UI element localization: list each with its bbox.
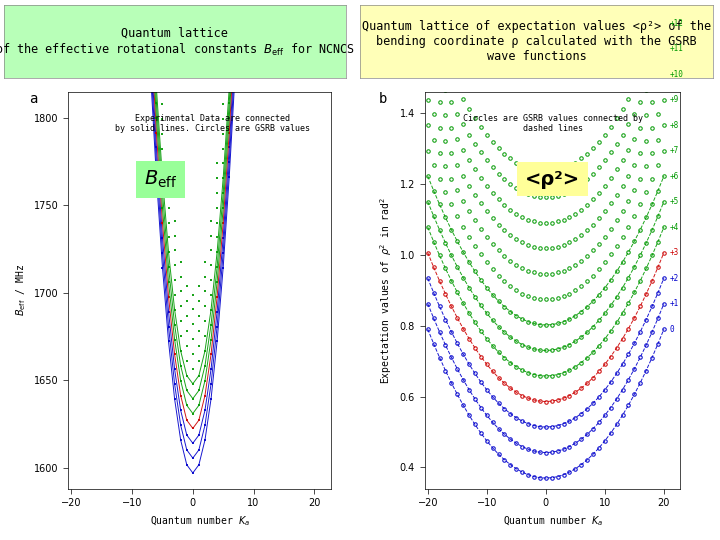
Text: b: b <box>379 92 387 106</box>
Text: Experimental Data are connected
by solid lines. Circles are GSRB values: Experimental Data are connected by solid… <box>115 113 310 133</box>
Text: $B_{\mathrm{eff}}$: $B_{\mathrm{eff}}$ <box>143 168 177 190</box>
Text: <ρ²>: <ρ²> <box>525 170 580 188</box>
Text: Quantum lattice
of the effective rotational constants $B_{\mathrm{eff}}$ for NCN: Quantum lattice of the effective rotatio… <box>0 26 354 58</box>
Text: +4: +4 <box>670 222 679 232</box>
Text: a: a <box>29 92 37 106</box>
Text: +12: +12 <box>670 18 684 28</box>
Y-axis label: Expectation values of $\rho^2$ in rad$^2$: Expectation values of $\rho^2$ in rad$^2… <box>378 197 394 384</box>
X-axis label: Quantum number $K_a$: Quantum number $K_a$ <box>150 514 250 528</box>
Text: Circles are GSRB values connected by
dashed lines: Circles are GSRB values connected by das… <box>462 113 642 133</box>
Text: +6: +6 <box>670 172 679 181</box>
Text: +9: +9 <box>670 95 679 104</box>
Y-axis label: $B_{\mathrm{eff}}$ / MHz: $B_{\mathrm{eff}}$ / MHz <box>14 264 28 316</box>
Text: +11: +11 <box>670 44 684 53</box>
Text: +7: +7 <box>670 146 679 155</box>
Text: +10: +10 <box>670 70 684 79</box>
Text: +2: +2 <box>670 274 679 283</box>
Text: +5: +5 <box>670 197 679 206</box>
Text: +1: +1 <box>670 299 679 308</box>
X-axis label: Quantum number $K_a$: Quantum number $K_a$ <box>503 514 603 528</box>
Text: 0: 0 <box>670 325 675 334</box>
Text: +8: +8 <box>670 120 679 130</box>
Text: +3: +3 <box>670 248 679 257</box>
Text: Quantum lattice of expectation values <ρ²> of the
bending coordinate ρ calculate: Quantum lattice of expectation values <ρ… <box>362 21 711 63</box>
